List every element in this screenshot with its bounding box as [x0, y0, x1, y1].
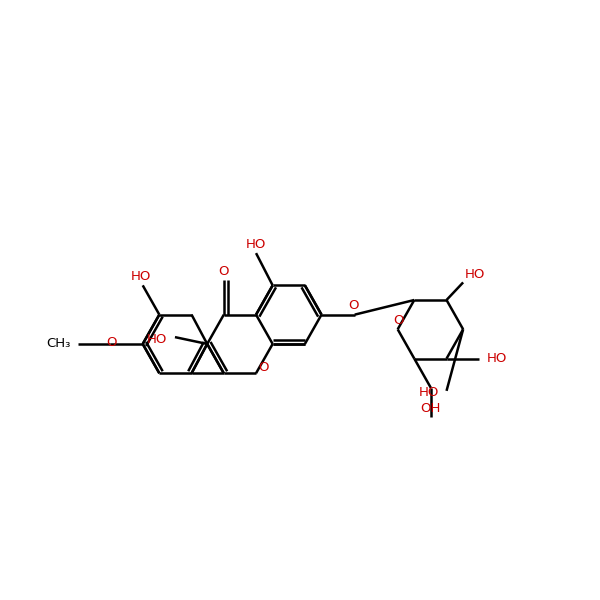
Text: O: O: [259, 361, 269, 374]
Text: OH: OH: [421, 402, 441, 415]
Text: HO: HO: [147, 332, 167, 346]
Text: O: O: [218, 265, 229, 278]
Text: O: O: [349, 299, 359, 313]
Text: O: O: [106, 337, 117, 349]
Text: HO: HO: [131, 270, 151, 283]
Text: HO: HO: [246, 238, 266, 251]
Text: O: O: [394, 314, 404, 327]
Text: HO: HO: [487, 352, 507, 365]
Text: CH₃: CH₃: [46, 337, 70, 350]
Text: HO: HO: [465, 268, 485, 281]
Text: HO: HO: [418, 386, 439, 400]
